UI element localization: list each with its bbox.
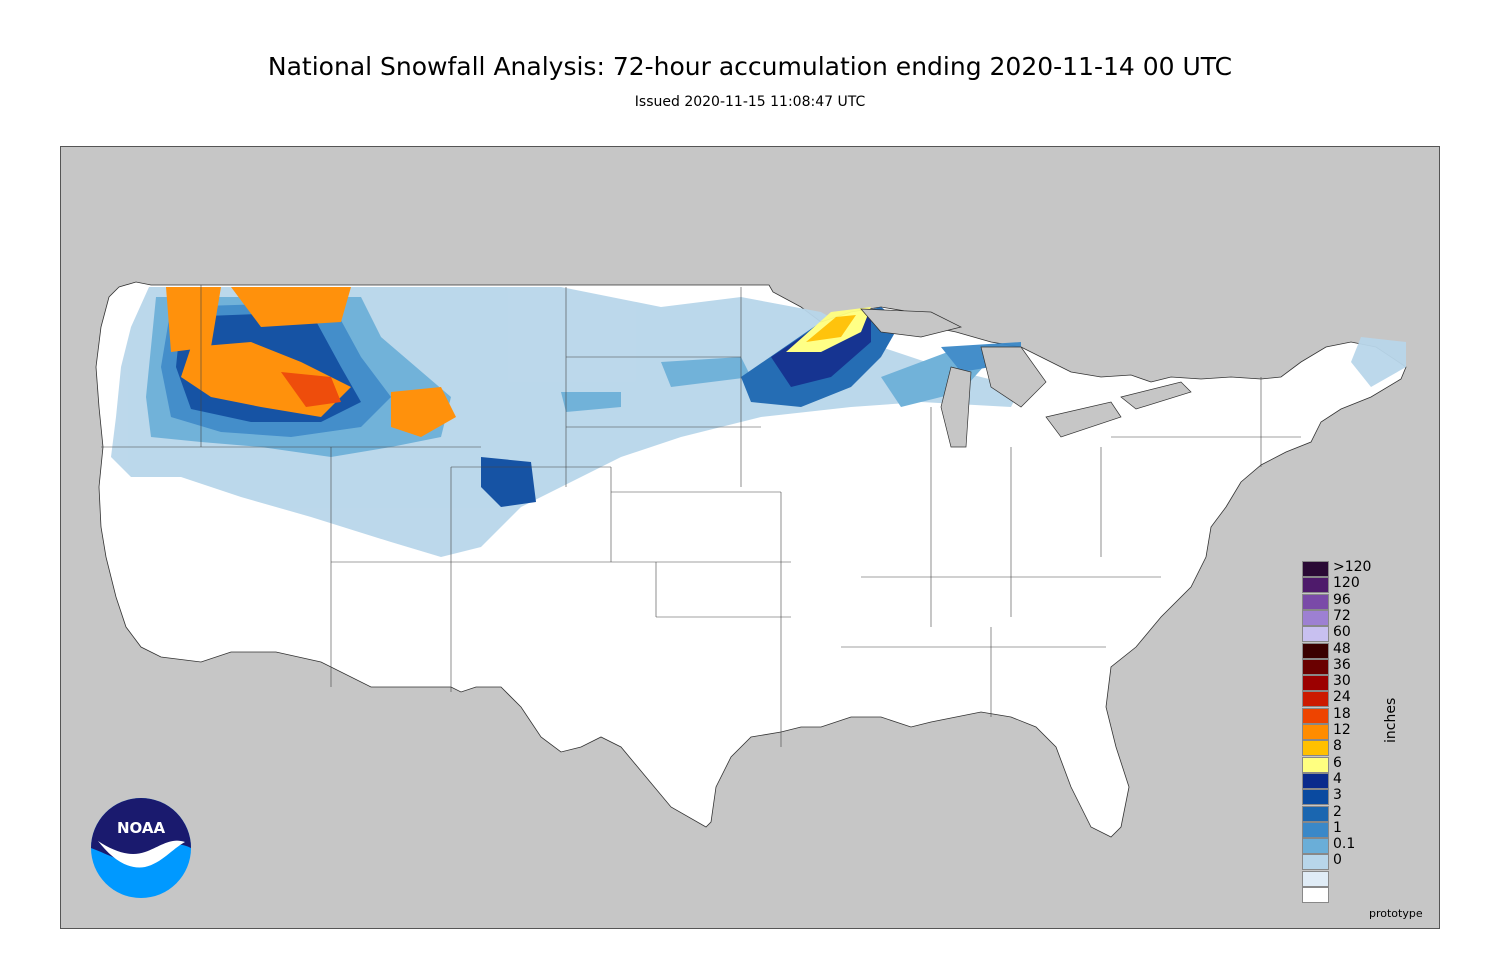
legend-label: 8	[1333, 738, 1342, 755]
legend-swatch	[1302, 593, 1329, 610]
map-panel	[60, 146, 1440, 929]
legend-swatch	[1302, 789, 1329, 806]
great-lakes	[860, 308, 1192, 448]
legend-label: 0.1	[1333, 836, 1356, 853]
legend-label: 4	[1333, 770, 1342, 787]
legend-label: 3	[1333, 787, 1342, 804]
legend-label: 48	[1333, 640, 1351, 657]
legend-units-label: inches	[1383, 697, 1399, 743]
legend-swatch	[1302, 838, 1329, 855]
legend-swatch	[1302, 658, 1329, 675]
legend-label: 24	[1333, 689, 1351, 706]
legend-label: 1	[1333, 819, 1342, 836]
legend-swatch	[1302, 870, 1329, 887]
legend-swatch	[1302, 805, 1329, 822]
legend-label: 30	[1333, 673, 1351, 690]
noaa-logo: NOAA	[91, 798, 191, 898]
noaa-logo-text: NOAA	[117, 819, 166, 837]
page-title: National Snowfall Analysis: 72-hour accu…	[267, 52, 1233, 81]
legend-swatch	[1302, 740, 1329, 757]
snowfall-map	[95, 281, 1407, 838]
legend-label: 60	[1333, 624, 1351, 641]
legend-label: 120	[1333, 575, 1360, 592]
legend-label: 12	[1333, 722, 1351, 738]
legend-label: 36	[1333, 656, 1351, 673]
legend-label: 2	[1333, 803, 1342, 820]
legend-swatch	[1302, 772, 1329, 789]
legend-swatch	[1302, 626, 1329, 643]
legend-swatch	[1302, 675, 1329, 692]
legend-swatch	[1302, 707, 1329, 724]
legend-swatch	[1302, 887, 1329, 903]
legend-label: >120	[1333, 559, 1372, 575]
legend-swatch	[1302, 821, 1329, 838]
legend-swatch	[1302, 854, 1329, 871]
legend-swatch	[1302, 691, 1329, 708]
legend-label: 18	[1333, 705, 1351, 722]
state-borders	[101, 285, 1301, 747]
legend-swatch	[1302, 724, 1329, 740]
legend-swatch	[1302, 609, 1329, 626]
issued-timestamp: Issued 2020-11-15 11:08:47 UTC	[634, 94, 866, 110]
legend-label: 96	[1333, 591, 1351, 608]
legend-label: 72	[1333, 607, 1351, 624]
legend-swatch	[1302, 577, 1329, 594]
legend-swatch	[1302, 756, 1329, 773]
legend-label: 6	[1333, 754, 1342, 771]
legend-label: 0	[1333, 852, 1342, 869]
legend-swatch	[1302, 642, 1329, 659]
prototype-label: prototype	[1369, 907, 1423, 920]
legend-swatch	[1302, 561, 1329, 577]
